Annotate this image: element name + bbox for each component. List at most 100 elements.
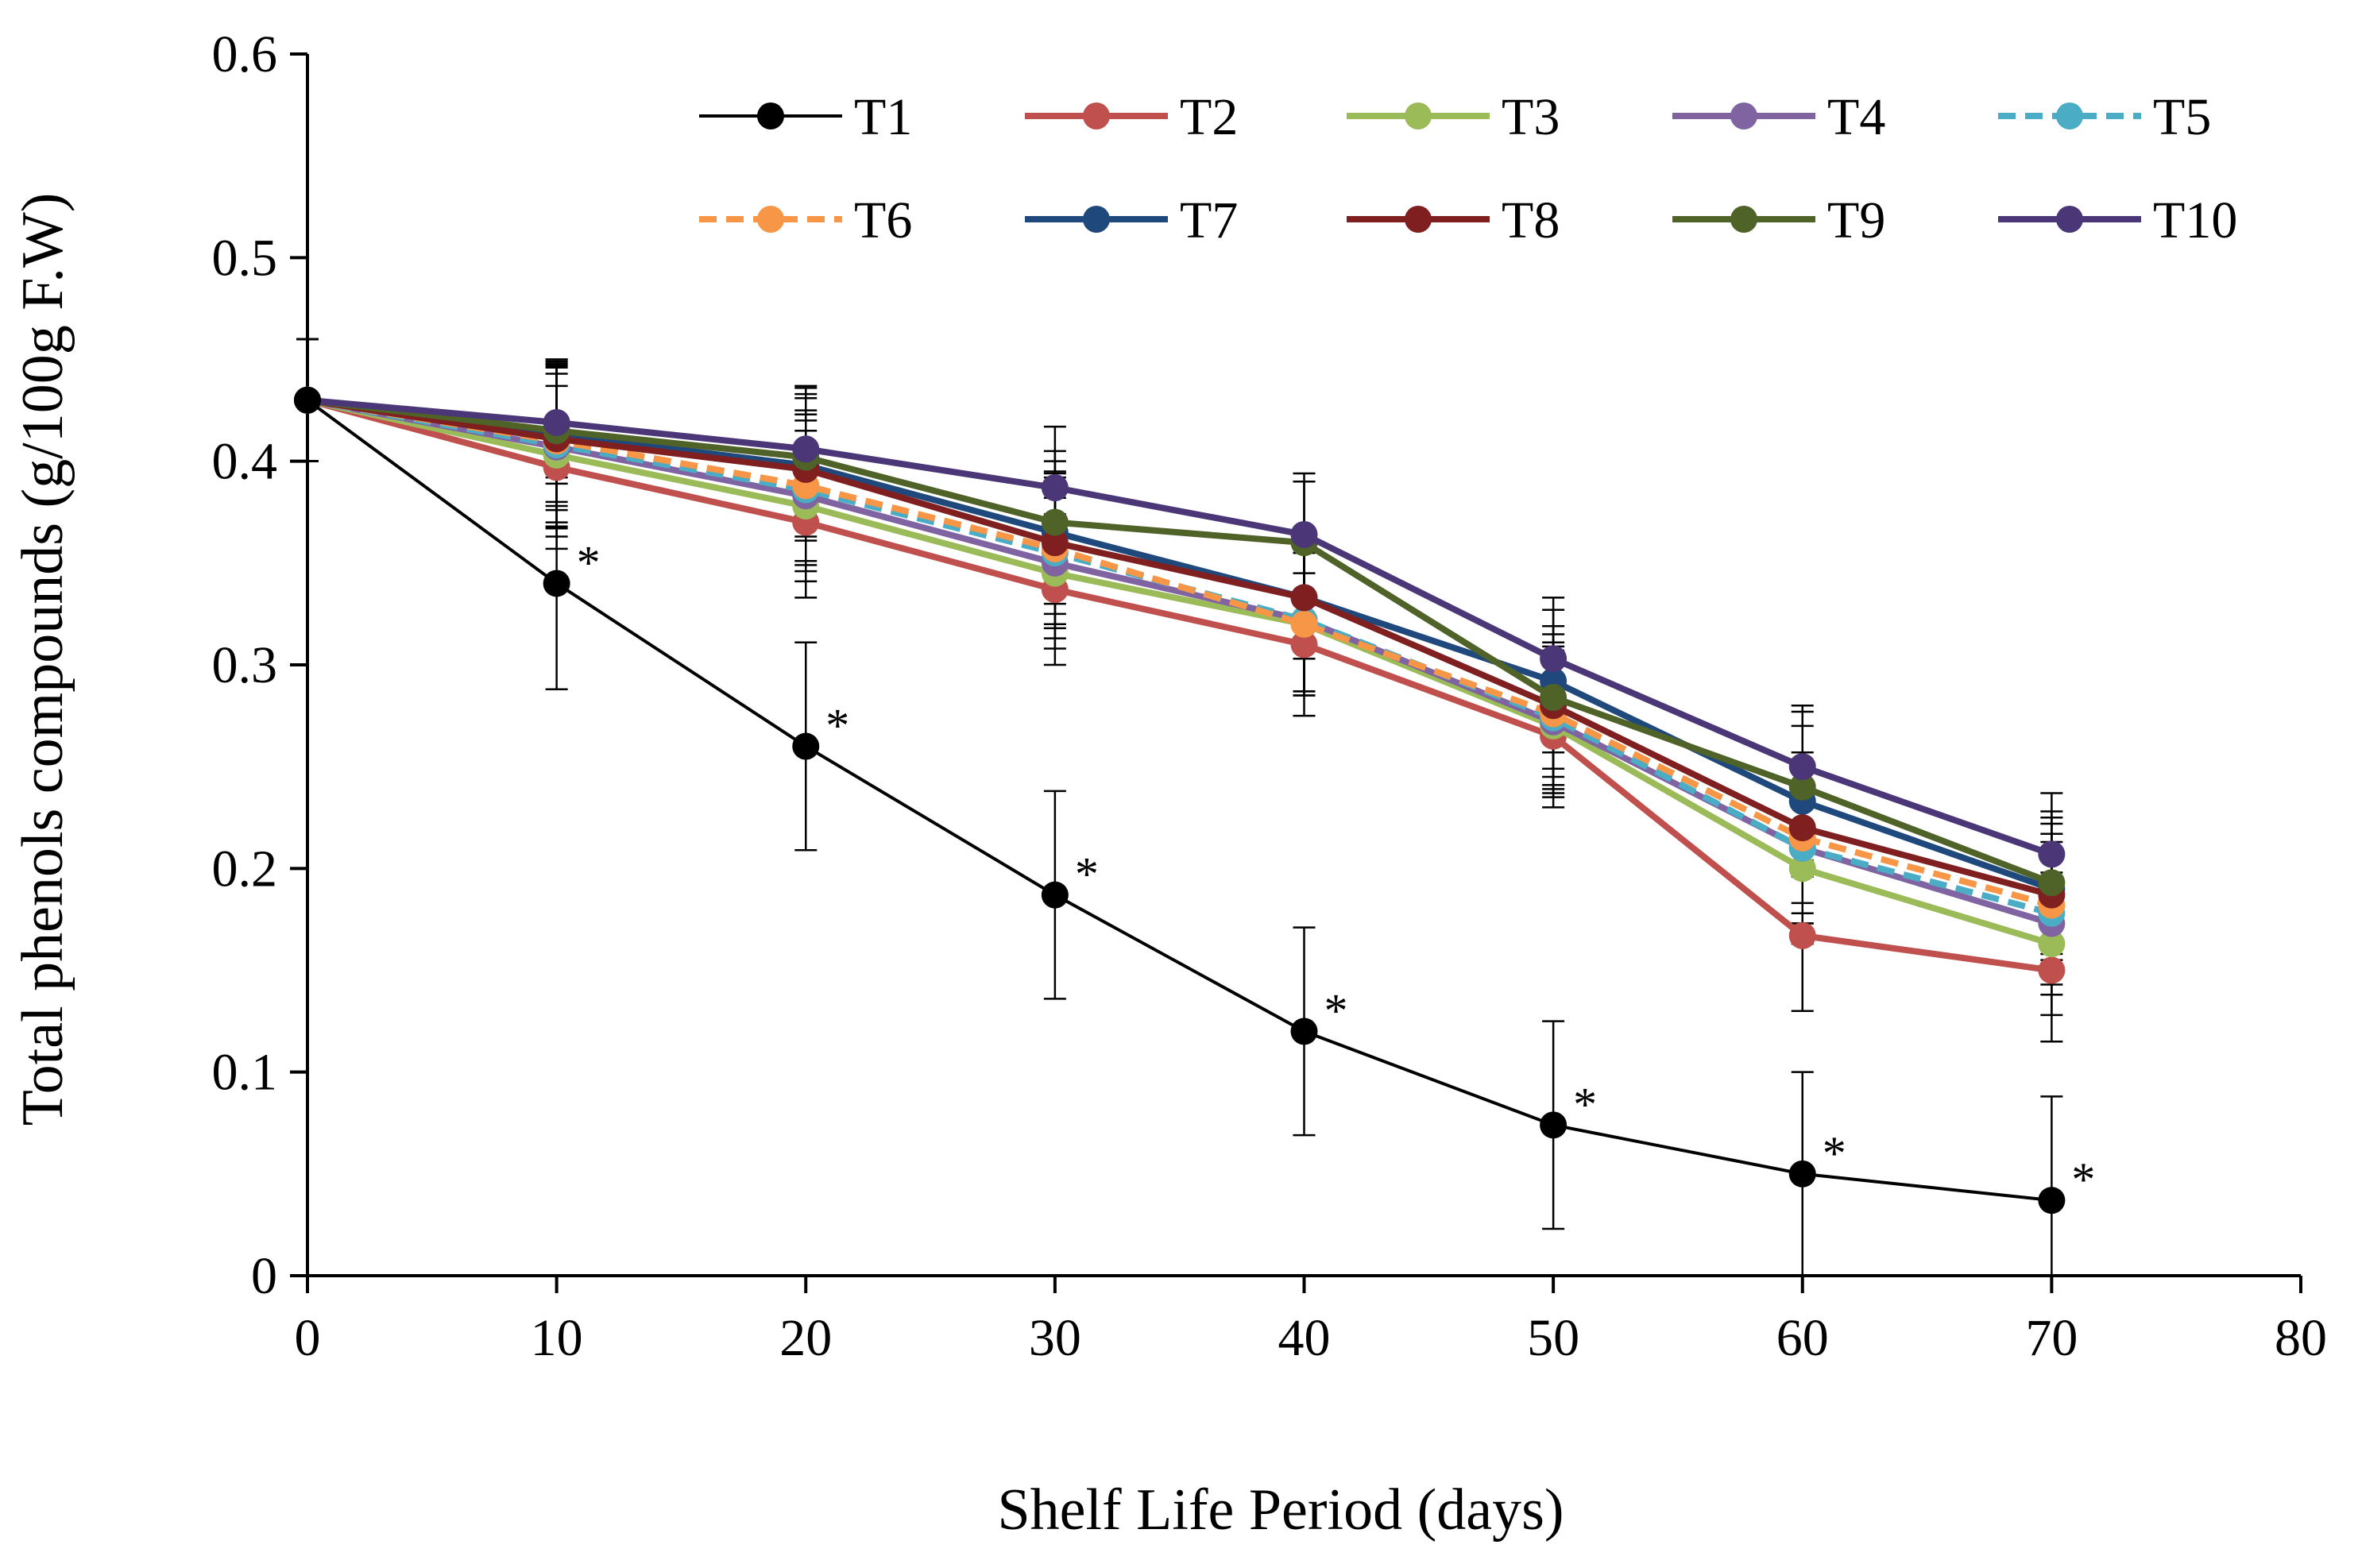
legend-marker	[757, 206, 784, 233]
series-line	[307, 396, 2053, 909]
y-tick-label: 0.2	[212, 840, 278, 898]
data-point	[2038, 1187, 2066, 1215]
x-tick-label: 70	[2025, 1309, 2078, 1367]
data-point	[1041, 473, 1069, 501]
data-point	[792, 732, 820, 760]
legend-marker	[1730, 102, 1757, 129]
legend-item-t6: T6	[699, 191, 912, 249]
y-axis-title: Total phenols compounds (g/100g F.W)	[10, 193, 75, 1126]
data-point	[2038, 930, 2066, 958]
x-tick-label: 10	[531, 1309, 583, 1367]
legend: T1 T2 T3 T4 T5 T6 T7 T8 T9 T10	[699, 88, 2237, 249]
data-point	[1788, 773, 1816, 801]
legend-marker	[2056, 206, 2083, 233]
legend-item-t4: T4	[1672, 88, 1885, 146]
significance-star: *	[1324, 984, 1348, 1037]
data-point	[2038, 840, 2066, 868]
data-point	[1290, 631, 1318, 658]
legend-item-t1: T1	[699, 88, 912, 146]
data-point	[792, 435, 820, 463]
legend-item-t7: T7	[1025, 191, 1238, 249]
series-line	[307, 396, 2053, 892]
x-axis-title: Shelf Life Period (days)	[997, 1477, 1564, 1543]
significance-markers: * * * * * * *	[577, 536, 2096, 1206]
legend-marker	[1405, 206, 1432, 233]
legend-item-t10: T10	[1998, 191, 2237, 249]
data-point	[543, 570, 570, 597]
series-line	[307, 396, 2053, 898]
legend-marker	[1083, 102, 1110, 129]
data-point	[1540, 1111, 1567, 1139]
legend-item-t3: T3	[1347, 88, 1560, 146]
legend-label: T4	[1827, 88, 1885, 146]
series-line	[307, 396, 2053, 948]
significance-star: *	[1573, 1078, 1597, 1130]
significance-star: *	[1823, 1127, 1846, 1180]
x-tick-label: 30	[1029, 1309, 1081, 1367]
legend-marker	[757, 102, 784, 129]
legend-label: T2	[1180, 88, 1238, 146]
y-tick-label: 0	[251, 1247, 277, 1305]
data-point	[1290, 584, 1318, 612]
legend-marker	[2056, 102, 2083, 129]
legend-label: T8	[1502, 191, 1560, 249]
data-point	[1788, 814, 1816, 842]
series-t1	[294, 386, 2066, 1215]
legend-label: T3	[1502, 88, 1560, 146]
y-tick-label: 0.4	[212, 433, 278, 491]
y-tick-label: 0.1	[212, 1044, 278, 1102]
data-point	[1788, 855, 1816, 882]
x-tick-label: 80	[2275, 1309, 2327, 1367]
legend-marker	[1405, 102, 1432, 129]
significance-star: *	[2071, 1153, 2095, 1206]
legend-marker	[1730, 206, 1757, 233]
series-line	[306, 396, 2052, 974]
data-point	[294, 386, 321, 414]
legend-item-t5: T5	[1998, 88, 2211, 146]
axes: 0 0.1 0.2 0.3 0.4 0.5 0.6 0 10 20 30 40 50 60 70 80	[212, 25, 2328, 1367]
legend-label: T9	[1827, 191, 1885, 249]
data-point	[1540, 645, 1567, 673]
data-point	[1540, 684, 1567, 712]
x-tick-label: 50	[1527, 1309, 1579, 1367]
data-point	[543, 408, 570, 436]
data-point	[2038, 956, 2066, 984]
legend-label: T5	[2153, 88, 2211, 146]
series-line	[307, 396, 2053, 858]
series-line	[306, 399, 2052, 1203]
series-t10	[294, 386, 2066, 868]
data-point	[1290, 1018, 1318, 1045]
legend-item-t9: T9	[1672, 191, 1885, 249]
legend-item-t8: T8	[1347, 191, 1560, 249]
y-tick-label: 0.6	[212, 25, 278, 83]
legend-label: T1	[854, 88, 912, 146]
x-tick-label: 40	[1278, 1309, 1331, 1367]
y-tick-label: 0.3	[212, 636, 278, 694]
legend-item-t2: T2	[1025, 88, 1238, 146]
legend-label: T6	[854, 191, 912, 249]
legend-label: T7	[1180, 191, 1238, 249]
y-tick-label: 0.5	[212, 229, 278, 287]
data-point	[1788, 921, 1816, 949]
data-point	[1041, 881, 1069, 909]
legend-marker	[1083, 206, 1110, 233]
x-tick-label: 20	[779, 1309, 832, 1367]
data-point	[2038, 869, 2066, 897]
series-line	[307, 396, 2053, 886]
x-tick-label: 60	[1776, 1309, 1829, 1367]
legend-label: T10	[2153, 191, 2237, 249]
data-point	[1290, 520, 1318, 548]
x-tick-label: 0	[295, 1309, 321, 1367]
data-point	[1788, 1160, 1816, 1188]
significance-star: *	[825, 700, 849, 752]
significance-star: *	[577, 536, 601, 589]
data-point	[1788, 753, 1816, 781]
series-lines	[294, 386, 2066, 1215]
data-point	[1041, 529, 1069, 557]
significance-star: *	[1075, 848, 1099, 901]
data-point	[1290, 610, 1318, 638]
data-point	[1041, 508, 1069, 536]
